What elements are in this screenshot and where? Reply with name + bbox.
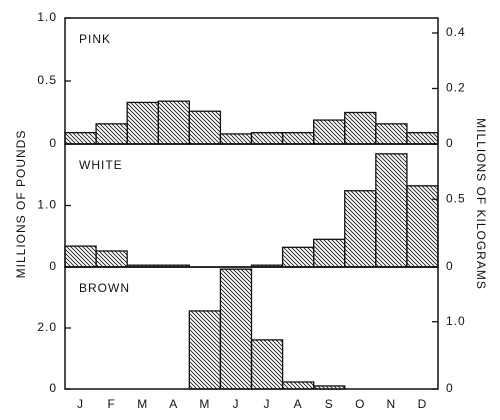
y2-tick-label: 0	[446, 381, 454, 395]
bar	[219, 133, 253, 145]
bar	[375, 123, 408, 145]
bar	[64, 245, 97, 268]
y2-axis-title: MILLIONS OF KILOGRAMS	[474, 118, 488, 290]
y2-tick-label: 1.0	[446, 314, 466, 328]
bar	[406, 132, 439, 145]
panel-label: BROWN	[79, 281, 130, 295]
bar	[250, 132, 284, 145]
bar	[281, 246, 315, 268]
bar	[344, 111, 377, 145]
y-tick-label: 2.0	[37, 320, 57, 334]
bar	[95, 250, 128, 268]
y-tick-label: 0	[49, 381, 57, 395]
panel-label: PINK	[79, 32, 111, 46]
bar	[188, 310, 222, 390]
x-tick-label: O	[355, 397, 365, 411]
x-tick-label: A	[169, 397, 178, 411]
y2-tick-label: 0.5	[446, 191, 466, 205]
y-tick-label: 1.0	[37, 10, 57, 24]
x-tick-label: J	[264, 397, 271, 411]
bar	[313, 238, 346, 268]
bar	[281, 381, 315, 390]
bar	[313, 119, 346, 145]
bar	[64, 132, 97, 145]
bar	[126, 101, 159, 145]
y2-tick-label: 0	[446, 259, 454, 273]
y-tick-label: 1.0	[37, 198, 57, 212]
bar	[344, 190, 377, 268]
bar	[250, 339, 284, 390]
y-tick-label: 0	[49, 259, 57, 273]
x-tick-label: M	[199, 397, 210, 411]
bar	[219, 268, 253, 390]
bar	[281, 132, 315, 145]
y-tick-label: 0.5	[37, 73, 57, 87]
x-tick-label: N	[387, 397, 397, 411]
y2-tick-label: 0.4	[446, 25, 466, 39]
y2-tick-label: 0	[446, 136, 454, 150]
bar	[406, 185, 439, 268]
bar	[375, 153, 408, 268]
x-tick-label: J	[232, 397, 239, 411]
x-tick-label: M	[137, 397, 148, 411]
x-tick-label: J	[77, 397, 84, 411]
bar	[95, 123, 128, 145]
y-tick-label: 0	[49, 136, 57, 150]
panel-label: WHITE	[79, 158, 123, 172]
x-tick-label: D	[418, 397, 428, 411]
y-axis-title: MILLIONS OF POUNDS	[14, 130, 28, 279]
x-tick-label: F	[107, 397, 115, 411]
y2-tick-label: 0.2	[446, 81, 466, 95]
bar	[188, 110, 222, 145]
x-tick-label: S	[325, 397, 334, 411]
x-tick-label: A	[294, 397, 303, 411]
bar	[157, 100, 190, 145]
